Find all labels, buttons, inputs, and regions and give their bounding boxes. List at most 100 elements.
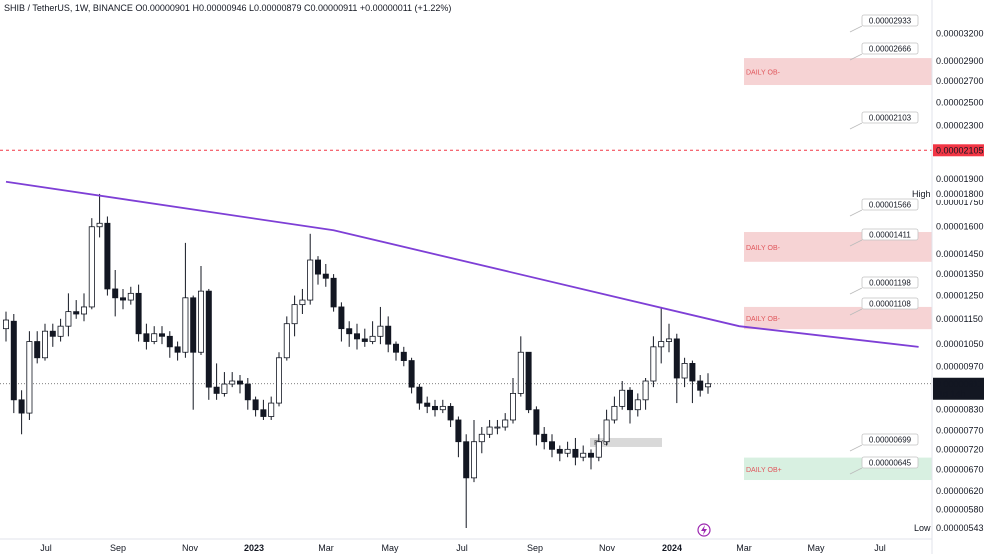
candle [658, 306, 665, 364]
y-tick-label: 0.00000720 [936, 444, 984, 454]
candle-body [338, 306, 345, 330]
candle-body [369, 335, 376, 342]
candle-body [42, 330, 49, 359]
candle-body [190, 297, 197, 353]
callout-box [861, 198, 919, 211]
y-tick-label: 0.00001600 [936, 222, 984, 232]
y-tick-label: 0.00001250 [936, 291, 984, 301]
candle-body [588, 452, 595, 458]
candle-body [73, 311, 80, 315]
candle [322, 263, 329, 287]
candle [595, 434, 602, 462]
candle-body [291, 304, 298, 325]
candle-body [689, 363, 696, 382]
callout-pointer [849, 239, 863, 247]
candle-body [260, 409, 267, 417]
candle [666, 323, 673, 353]
price-callout: 0.00001411 [849, 228, 919, 247]
red-level-badge [933, 144, 984, 157]
candle [603, 409, 610, 446]
candle [104, 216, 111, 296]
candle [486, 419, 493, 438]
candle-body [205, 290, 212, 388]
candle [681, 357, 688, 388]
callout-box [861, 433, 919, 446]
y-tick-label: 0.00001150 [936, 314, 983, 324]
high-marker-bg [933, 187, 984, 200]
descending-trendline[interactable] [5, 180, 919, 348]
candle [470, 419, 477, 483]
candle-body [112, 288, 119, 299]
candle [556, 445, 563, 462]
current-price-label: 0.00000911 [936, 379, 983, 389]
y-tick-label: 0.00001050 [936, 339, 984, 349]
candle-body [283, 323, 290, 359]
price-callout: 0.00001566 [849, 198, 919, 217]
candle-body [705, 383, 712, 388]
lightning-icon[interactable] [697, 523, 711, 537]
candle-body [424, 402, 431, 407]
candle [588, 449, 595, 470]
candle-body [3, 319, 9, 330]
candle-body [634, 399, 641, 411]
candle [143, 323, 150, 350]
candle [611, 396, 618, 424]
candle [338, 302, 345, 342]
zone-label: DAILY OB- [746, 70, 781, 77]
trendline-layer[interactable] [5, 180, 919, 348]
y-tick-label: 0.00002700 [936, 76, 984, 86]
price-callout: 0.00002933 [849, 14, 919, 33]
candle [3, 311, 9, 342]
candle-body [502, 419, 509, 428]
price-callouts: 0.00002933 0.00002666 0.00002103 0.00001566… [849, 14, 919, 475]
ohlc-readout: O0.00000901 H0.00000946 L0.00000879 C0.0… [135, 3, 452, 13]
candle-body [96, 222, 103, 228]
candle-body [619, 389, 626, 407]
candle-body [221, 383, 228, 394]
candle-body [151, 333, 158, 342]
price-levels [0, 149, 932, 385]
candle-body [627, 389, 634, 411]
candle [42, 323, 49, 361]
callout-pointer [849, 444, 863, 452]
candle [385, 316, 392, 353]
x-tick-label: May [381, 543, 399, 553]
zone-bearish-2 [744, 306, 932, 330]
candle [494, 419, 501, 435]
candle-body [120, 297, 127, 301]
callout-pointer [849, 209, 863, 217]
candle [517, 336, 524, 397]
candle-body [416, 386, 423, 404]
symbol-label: SHIB / TetherUS, 1W, BINANCE [4, 3, 133, 13]
y-tick-label: 0.00002300 [936, 121, 984, 131]
candle [314, 256, 321, 285]
y-tick-label: 0.00001350 [936, 269, 984, 279]
candle-body [494, 426, 501, 429]
callout-pointer [849, 287, 863, 295]
candle [361, 328, 368, 347]
candle [26, 331, 33, 420]
zone-label: DAILY OB+ [746, 467, 782, 474]
x-tick-label: Mar [736, 543, 752, 553]
candle [96, 193, 103, 238]
candle-body [642, 380, 649, 401]
candle-body [517, 351, 524, 394]
high-marker-value: 0.00001800 [936, 189, 984, 199]
candle-body [447, 405, 454, 421]
candle-body [377, 325, 384, 337]
y-tick-label: 0.00000620 [936, 486, 984, 496]
candle [377, 306, 384, 345]
candle-body [533, 409, 540, 435]
y-tick-label: 0.00000830 [936, 405, 984, 415]
price-callout: 0.00000699 [849, 433, 919, 452]
callout-label: 0.00002103 [869, 114, 912, 123]
x-tick-label: Nov [599, 543, 616, 553]
candle [127, 286, 134, 305]
current-price-badge [933, 377, 984, 400]
candle [346, 321, 353, 347]
candle [634, 393, 641, 417]
y-tick-label: 0.00000770 [936, 426, 984, 436]
candle-body [143, 333, 150, 342]
y-tick-label: 0.00001750 [936, 197, 984, 207]
